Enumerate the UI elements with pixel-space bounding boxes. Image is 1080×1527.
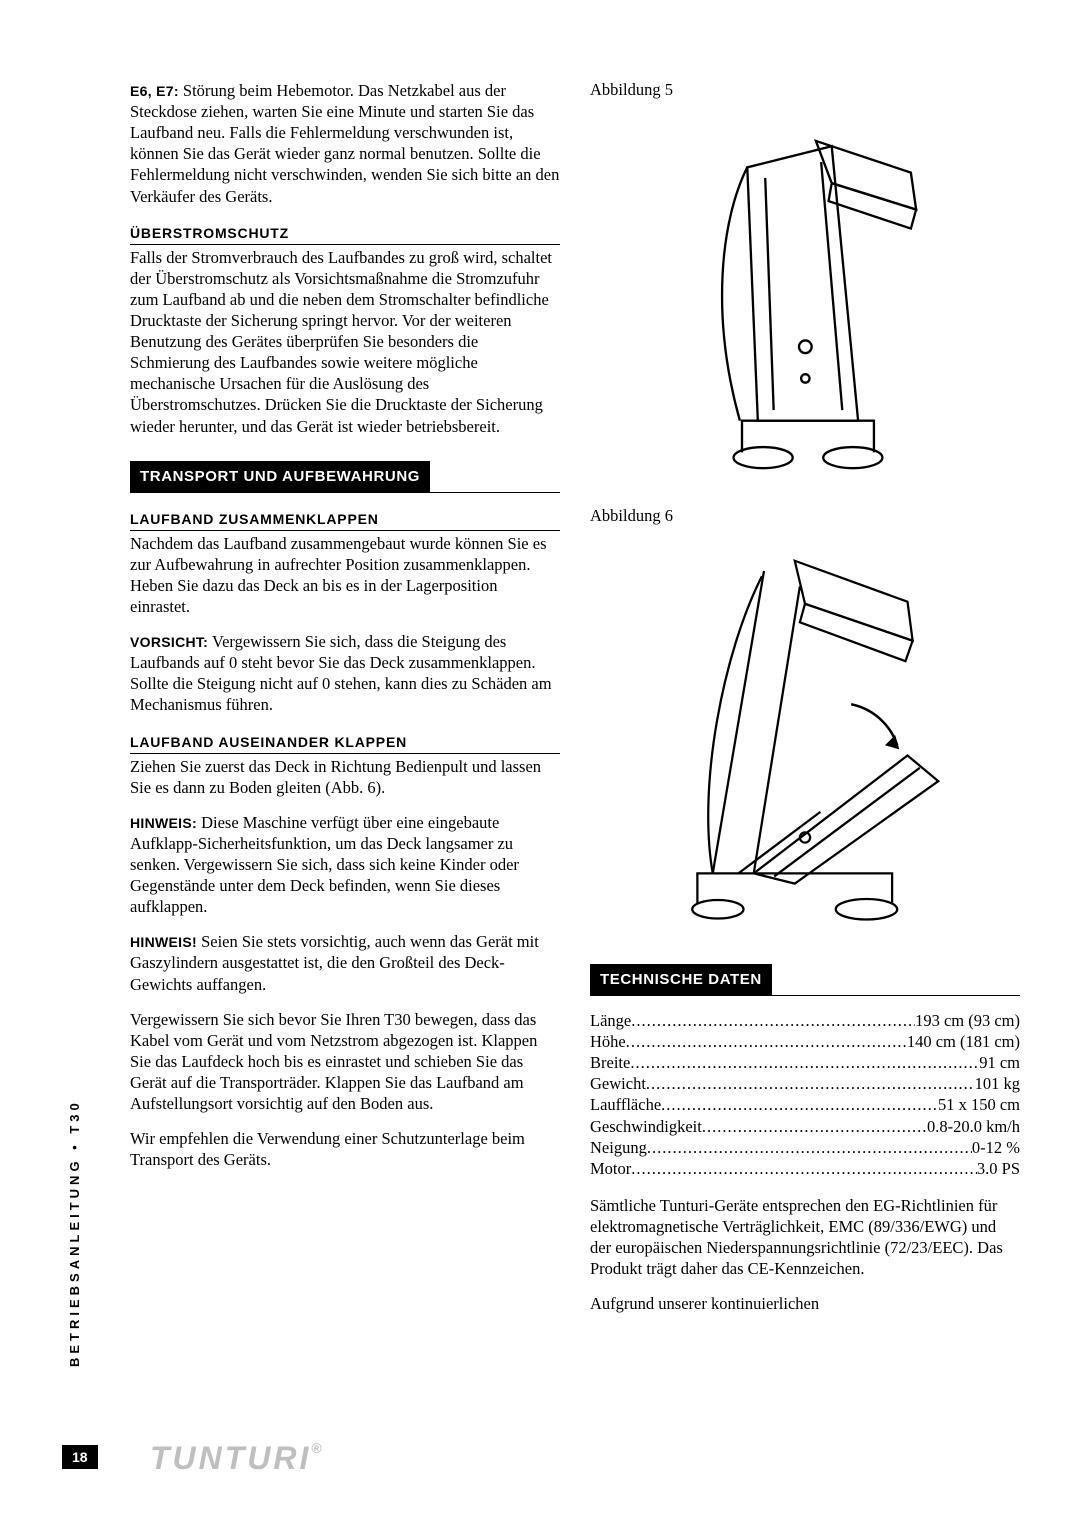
error-e6e7-paragraph: E6, E7: Störung beim Hebemotor. Das Netz… bbox=[130, 80, 560, 207]
continuation-text: Aufgrund unserer kontinuierlichen bbox=[590, 1293, 1020, 1314]
spec-dots bbox=[631, 1158, 977, 1179]
spec-label: Länge bbox=[590, 1010, 631, 1031]
hinweis2-label: HINWEIS! bbox=[130, 934, 197, 950]
right-column: Abbildung 5 bbox=[590, 80, 1020, 1328]
spec-value: 140 cm (181 cm) bbox=[907, 1031, 1020, 1052]
figure-6-image bbox=[590, 530, 1020, 940]
spec-dots bbox=[630, 1052, 979, 1073]
schutzunterlage-text: Wir empfehlen die Verwendung einer Schut… bbox=[130, 1128, 560, 1170]
spec-dots bbox=[702, 1116, 927, 1137]
banner-transport-wrap: TRANSPORT UND AUFBEWAHRUNG bbox=[130, 461, 560, 493]
hinweis1-label: HINWEIS: bbox=[130, 815, 197, 831]
spec-row: Gewicht 101 kg bbox=[590, 1073, 1020, 1094]
spec-label: Lauffläche bbox=[590, 1094, 661, 1115]
e6e7-text: Störung beim Hebemotor. Das Netzkabel au… bbox=[130, 81, 559, 206]
e6e7-label: E6, E7: bbox=[130, 83, 179, 99]
spec-row: Höhe 140 cm (181 cm) bbox=[590, 1031, 1020, 1052]
spec-value: 193 cm (93 cm) bbox=[915, 1010, 1020, 1031]
spec-value: 0.8-20.0 km/h bbox=[927, 1116, 1020, 1137]
hinweis1-paragraph: HINWEIS: Diese Maschine verfügt über ein… bbox=[130, 812, 560, 918]
figure-6-label: Abbildung 6 bbox=[590, 506, 1020, 526]
spec-value: 0-12 % bbox=[972, 1137, 1020, 1158]
vorsicht-label: VORSICHT: bbox=[130, 634, 208, 650]
spec-row: Neigung 0-12 % bbox=[590, 1137, 1020, 1158]
heading-uberstromschutz: ÜBERSTROMSCHUTZ bbox=[130, 225, 560, 245]
spec-dots bbox=[626, 1031, 907, 1052]
spec-row: Motor 3.0 PS bbox=[590, 1158, 1020, 1179]
spec-value: 3.0 PS bbox=[977, 1158, 1020, 1179]
tunturi-logo: TUNTURI® bbox=[150, 1440, 325, 1477]
spec-row: Lauffläche 51 x 150 cm bbox=[590, 1094, 1020, 1115]
spec-label: Geschwindigkeit bbox=[590, 1116, 702, 1137]
spec-row: Geschwindigkeit 0.8-20.0 km/h bbox=[590, 1116, 1020, 1137]
spec-label: Gewicht bbox=[590, 1073, 646, 1094]
side-label: BETRIEBSANLEITUNG • T30 bbox=[67, 1099, 82, 1367]
auseinander-text: Ziehen Sie zuerst das Deck in Richtung B… bbox=[130, 756, 560, 798]
hinweis2-paragraph: HINWEIS! Seien Sie stets vorsichtig, auc… bbox=[130, 931, 560, 994]
spec-value: 51 x 150 cm bbox=[938, 1094, 1020, 1115]
spec-row: Breite 91 cm bbox=[590, 1052, 1020, 1073]
logo-text: TUNTURI bbox=[150, 1440, 311, 1476]
spec-label: Neigung bbox=[590, 1137, 647, 1158]
banner-techdaten: TECHNISCHE DATEN bbox=[590, 964, 772, 995]
heading-auseinander: LAUFBAND AUSEINANDER KLAPPEN bbox=[130, 734, 560, 754]
spec-label: Motor bbox=[590, 1158, 631, 1179]
heading-zusammenklappen: LAUFBAND ZUSAMMENKLAPPEN bbox=[130, 511, 560, 531]
logo-reg-mark: ® bbox=[311, 1440, 324, 1456]
spec-value: 101 kg bbox=[975, 1073, 1020, 1094]
move-t30-text: Vergewissern Sie sich bevor Sie Ihren T3… bbox=[130, 1009, 560, 1115]
spec-row: Länge 193 cm (93 cm) bbox=[590, 1010, 1020, 1031]
spec-label: Breite bbox=[590, 1052, 630, 1073]
vorsicht-paragraph: VORSICHT: Vergewissern Sie sich, dass di… bbox=[130, 631, 560, 715]
ce-compliance-text: Sämtliche Tunturi-Geräte entsprechen den… bbox=[590, 1195, 1020, 1279]
spec-dots bbox=[647, 1137, 972, 1158]
zusammenklappen-text: Nachdem das Laufband zusammengebaut wurd… bbox=[130, 533, 560, 617]
banner-transport: TRANSPORT UND AUFBEWAHRUNG bbox=[130, 461, 430, 492]
spec-label: Höhe bbox=[590, 1031, 626, 1052]
spec-table: Länge 193 cm (93 cm)Höhe 140 cm (181 cm)… bbox=[590, 1010, 1020, 1179]
uberstromschutz-text: Falls der Stromverbrauch des Laufbandes … bbox=[130, 247, 560, 437]
figure-5-image bbox=[590, 104, 1020, 484]
left-column: E6, E7: Störung beim Hebemotor. Das Netz… bbox=[130, 80, 560, 1328]
spec-dots bbox=[631, 1010, 915, 1031]
page-number: 18 bbox=[62, 1445, 98, 1469]
treadmill-folded-icon bbox=[647, 104, 964, 484]
banner-techdaten-wrap: TECHNISCHE DATEN bbox=[590, 964, 1020, 996]
treadmill-unfolding-icon bbox=[641, 530, 969, 940]
spec-value: 91 cm bbox=[979, 1052, 1020, 1073]
figure-5-label: Abbildung 5 bbox=[590, 80, 1020, 100]
spec-dots bbox=[646, 1073, 975, 1094]
spec-dots bbox=[661, 1094, 938, 1115]
